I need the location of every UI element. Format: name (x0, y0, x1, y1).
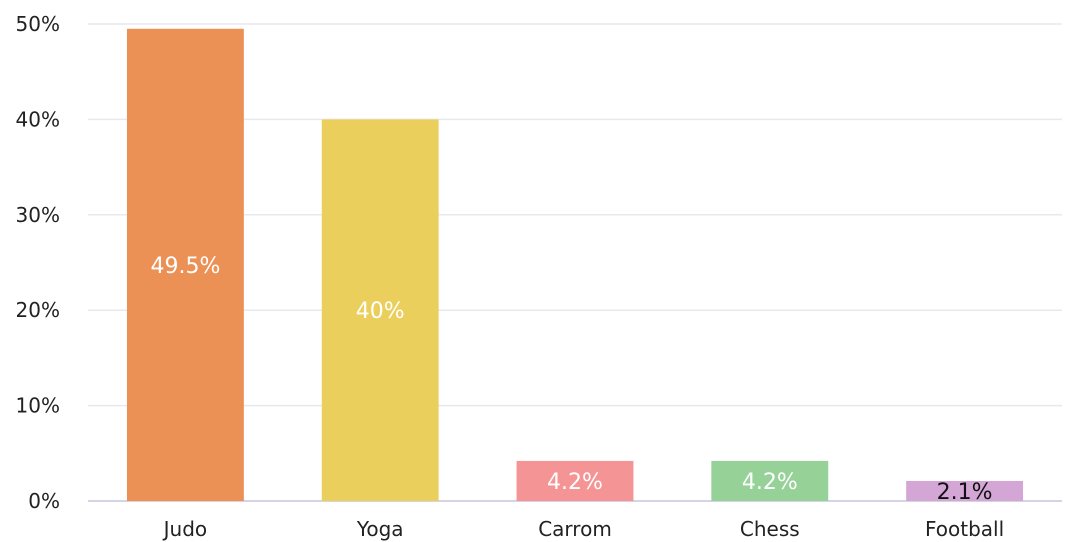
bar-football (906, 480, 1024, 501)
y-tick-label: 50% (16, 12, 60, 36)
data-label: 4.2% (742, 470, 798, 495)
bar-yoga (321, 119, 439, 502)
bar-chess (711, 460, 829, 501)
x-tick-label: Chess (740, 517, 800, 541)
y-tick-label: 0% (28, 489, 60, 513)
x-axis-ticks: Judo Yoga Carrom Chess Football (162, 517, 1005, 541)
gridlines (88, 23, 1062, 502)
data-label: 40% (356, 299, 405, 324)
bars: 49.5% 40% 4.2% 4.2% 2.1% (126, 28, 1024, 505)
y-tick-label: 30% (16, 203, 60, 227)
y-tick-label: 10% (16, 394, 60, 418)
x-tick-label: Football (925, 517, 1004, 541)
bar-carrom (516, 460, 634, 501)
x-tick-label: Judo (162, 517, 208, 541)
bar-judo (126, 28, 244, 502)
x-tick-label: Carrom (538, 517, 612, 541)
y-tick-label: 40% (16, 107, 60, 131)
data-label: 49.5% (150, 254, 220, 279)
x-tick-label: Yoga (356, 517, 404, 541)
data-label: 4.2% (547, 470, 603, 495)
data-label: 2.1% (937, 480, 993, 505)
y-axis-ticks: 0% 10% 20% 30% 40% 50% (16, 12, 60, 513)
y-tick-label: 20% (16, 298, 60, 322)
